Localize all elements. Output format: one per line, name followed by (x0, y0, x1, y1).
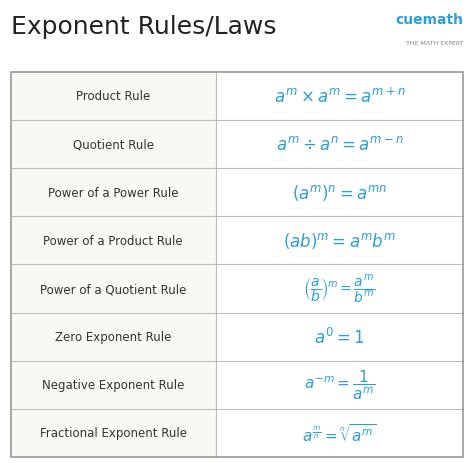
Text: $a^{-m} = \dfrac{1}{a^m}$: $a^{-m} = \dfrac{1}{a^m}$ (304, 368, 375, 401)
Text: Power of a Product Rule: Power of a Product Rule (44, 234, 183, 247)
Text: $a^m \div a^n = a^{m-n}$: $a^m \div a^n = a^{m-n}$ (275, 136, 403, 154)
Text: $a^0 = 1$: $a^0 = 1$ (314, 327, 365, 347)
Bar (11, 265, 216, 313)
Bar (216, 169, 463, 217)
Bar (11, 313, 216, 361)
Bar (11, 361, 216, 409)
Text: Power of a Power Rule: Power of a Power Rule (48, 186, 179, 199)
Text: Power of a Quotient Rule: Power of a Quotient Rule (40, 282, 186, 295)
Bar (216, 121, 463, 169)
Bar (11, 409, 216, 457)
Text: $a^m \times a^m = a^{m+n}$: $a^m \times a^m = a^{m+n}$ (273, 87, 405, 106)
Bar (216, 73, 463, 121)
Text: Zero Exponent Rule: Zero Exponent Rule (55, 331, 172, 344)
Bar (11, 73, 216, 121)
Bar (11, 121, 216, 169)
Bar (11, 169, 216, 217)
Bar (216, 409, 463, 457)
Text: Fractional Exponent Rule: Fractional Exponent Rule (40, 426, 187, 439)
Bar (216, 313, 463, 361)
Text: Quotient Rule: Quotient Rule (73, 138, 154, 151)
Text: cuemath: cuemath (395, 13, 463, 27)
Text: Exponent Rules/Laws: Exponent Rules/Laws (11, 15, 276, 39)
Text: $(ab)^m = a^m b^m$: $(ab)^m = a^m b^m$ (283, 231, 396, 251)
Text: THE MATH EXPERT: THE MATH EXPERT (406, 40, 463, 45)
Bar (216, 217, 463, 265)
Text: Negative Exponent Rule: Negative Exponent Rule (42, 378, 184, 391)
Text: Product Rule: Product Rule (76, 90, 150, 103)
Bar (216, 361, 463, 409)
Text: $\left(\dfrac{a}{b}\right)^{\!m} = \dfrac{a^m}{b^m}$: $\left(\dfrac{a}{b}\right)^{\!m} = \dfra… (303, 273, 376, 305)
Bar (216, 265, 463, 313)
Text: $(a^m)^n = a^{mn}$: $(a^m)^n = a^{mn}$ (292, 183, 387, 203)
Bar (11, 217, 216, 265)
Text: $a^{\frac{m}{n}} = \sqrt[n]{a^m}$: $a^{\frac{m}{n}} = \sqrt[n]{a^m}$ (302, 422, 376, 444)
Bar (11, 73, 463, 457)
